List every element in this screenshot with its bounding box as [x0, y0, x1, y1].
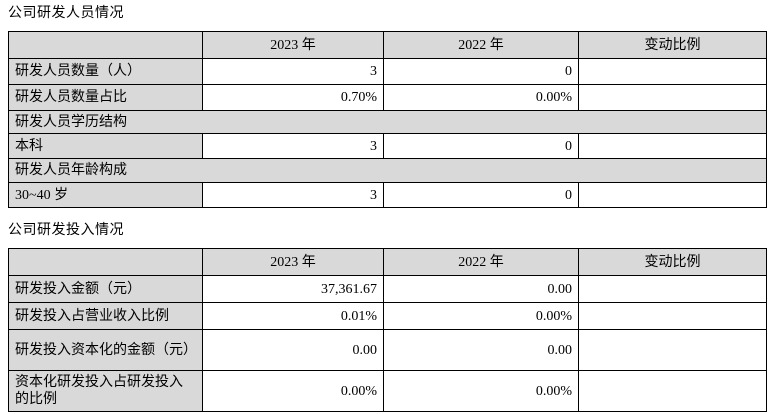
year-2022-header-cell: 2022 年 [383, 248, 579, 276]
value-2022-cell: 0.00% [383, 370, 579, 412]
row-label-cell: 资本化研发投入占研发投入的比例 [8, 370, 203, 412]
value-2023-cell: 0.70% [202, 84, 384, 111]
value-2022-cell: 0 [383, 58, 579, 85]
value-2023-cell: 0.00 [202, 329, 384, 371]
section-header-row: 研发人员年龄构成 [8, 158, 767, 183]
rd-personnel-table: 2023 年 2022 年 变动比例 研发人员数量（人） 3 0 研发人员数量占… [8, 31, 767, 208]
investment-section-title: 公司研发投入情况 [8, 223, 124, 238]
value-2023-cell: 0.00% [202, 370, 384, 412]
change-ratio-header-cell: 变动比例 [578, 248, 767, 276]
table-row: 资本化研发投入占研发投入的比例 0.00% 0.00% [8, 370, 767, 412]
personnel-section-title: 公司研发人员情况 [8, 6, 124, 21]
section-header-cell: 研发人员学历结构 [8, 110, 767, 134]
table-header-row: 2023 年 2022 年 变动比例 [8, 31, 767, 59]
blank-corner-header-cell [8, 248, 203, 276]
value-2023-cell: 0.01% [202, 302, 384, 330]
value-2022-cell: 0 [383, 133, 579, 159]
year-2022-header-cell: 2022 年 [383, 31, 579, 59]
row-label-cell: 30~40 岁 [8, 182, 203, 208]
change-ratio-cell [578, 84, 767, 111]
value-2022-cell: 0.00% [383, 84, 579, 111]
change-ratio-cell [578, 58, 767, 85]
value-2023-cell: 37,361.67 [202, 275, 384, 303]
table-row: 研发投入占营业收入比例 0.01% 0.00% [8, 302, 767, 330]
row-label-cell: 研发投入资本化的金额（元） [8, 329, 203, 371]
table-row: 研发投入金额（元） 37,361.67 0.00 [8, 275, 767, 303]
blank-corner-header-cell [8, 31, 203, 59]
row-label-cell: 本科 [8, 133, 203, 159]
value-2023-cell: 3 [202, 182, 384, 208]
row-label-cell: 研发投入金额（元） [8, 275, 203, 303]
change-ratio-cell [578, 182, 767, 208]
value-2022-cell: 0.00 [383, 329, 579, 371]
table-row: 30~40 岁 3 0 [8, 182, 767, 208]
value-2022-cell: 0.00% [383, 302, 579, 330]
table-row: 研发投入资本化的金额（元） 0.00 0.00 [8, 329, 767, 371]
row-label-cell: 研发人员数量（人） [8, 58, 203, 85]
table-row: 研发人员数量占比 0.70% 0.00% [8, 84, 767, 111]
change-ratio-cell [578, 133, 767, 159]
table-header-row: 2023 年 2022 年 变动比例 [8, 248, 767, 276]
value-2023-cell: 3 [202, 58, 384, 85]
value-2022-cell: 0.00 [383, 275, 579, 303]
change-ratio-cell [578, 302, 767, 330]
change-ratio-cell [578, 275, 767, 303]
section-header-cell: 研发人员年龄构成 [8, 158, 767, 183]
change-ratio-cell [578, 370, 767, 412]
value-2022-cell: 0 [383, 182, 579, 208]
table-row: 本科 3 0 [8, 133, 767, 159]
change-ratio-header-cell: 变动比例 [578, 31, 767, 59]
year-2023-header-cell: 2023 年 [202, 31, 384, 59]
row-label-cell: 研发人员数量占比 [8, 84, 203, 111]
value-2023-cell: 3 [202, 133, 384, 159]
rd-investment-table: 2023 年 2022 年 变动比例 研发投入金额（元） 37,361.67 0… [8, 248, 767, 412]
change-ratio-cell [578, 329, 767, 371]
section-header-row: 研发人员学历结构 [8, 110, 767, 134]
table-row: 研发人员数量（人） 3 0 [8, 58, 767, 85]
year-2023-header-cell: 2023 年 [202, 248, 384, 276]
row-label-cell: 研发投入占营业收入比例 [8, 302, 203, 330]
